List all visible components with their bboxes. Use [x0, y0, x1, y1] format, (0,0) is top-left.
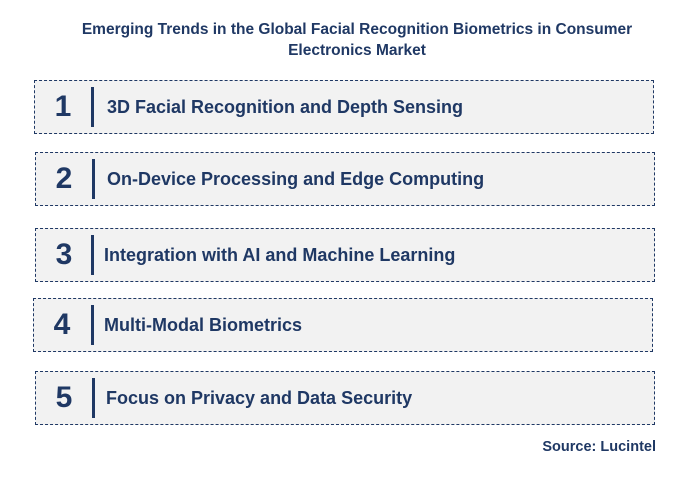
trend-row-5: 5 Focus on Privacy and Data Security [35, 371, 655, 425]
source-credit: Source: Lucintel [542, 439, 656, 455]
trend-label: 3D Facial Recognition and Depth Sensing [107, 96, 464, 117]
divider-bar [92, 378, 95, 418]
trend-label: Multi-Modal Biometrics [104, 314, 303, 335]
trend-label: Focus on Privacy and Data Security [106, 387, 413, 408]
trend-number: 3 [55, 238, 73, 271]
trend-row-1: 1 3D Facial Recognition and Depth Sensin… [34, 80, 654, 134]
diagram-title: Emerging Trends in the Global Facial Rec… [81, 21, 633, 59]
trend-number: 5 [55, 381, 73, 414]
trend-label: On-Device Processing and Edge Computing [107, 168, 485, 189]
divider-bar [92, 159, 95, 199]
trend-label: Integration with AI and Machine Learning [104, 244, 456, 265]
trend-number: 1 [54, 90, 72, 123]
divider-bar [91, 87, 94, 127]
divider-bar [91, 305, 94, 345]
trend-number: 2 [55, 162, 73, 195]
trend-row-2: 2 On-Device Processing and Edge Computin… [35, 152, 655, 206]
trend-row-3: 3 Integration with AI and Machine Learni… [35, 228, 655, 282]
trend-row-4: 4 Multi-Modal Biometrics [33, 298, 653, 352]
divider-bar [91, 235, 94, 275]
trend-number: 4 [53, 308, 71, 341]
